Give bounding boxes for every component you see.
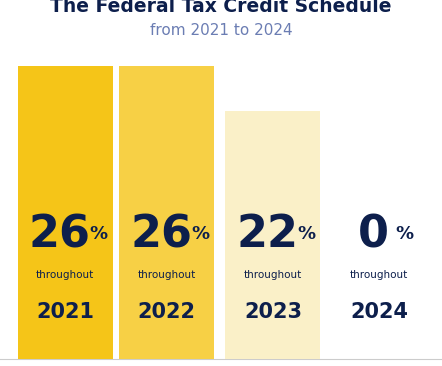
- Text: 2024: 2024: [350, 302, 408, 322]
- Text: %: %: [396, 225, 414, 243]
- Text: throughout: throughout: [244, 270, 302, 280]
- Text: The Federal Tax Credit Schedule: The Federal Tax Credit Schedule: [50, 0, 392, 16]
- Text: throughout: throughout: [36, 270, 94, 280]
- Text: %: %: [297, 225, 316, 243]
- Text: 2021: 2021: [36, 302, 94, 322]
- Text: 0: 0: [358, 213, 389, 256]
- Text: %: %: [89, 225, 108, 243]
- Bar: [18, 66, 113, 359]
- Text: 2022: 2022: [138, 302, 196, 322]
- Text: throughout: throughout: [138, 270, 196, 280]
- Text: 2023: 2023: [244, 302, 302, 322]
- Text: 26: 26: [29, 213, 91, 256]
- Text: throughout: throughout: [350, 270, 408, 280]
- Bar: [119, 66, 214, 359]
- Bar: [225, 111, 320, 359]
- Text: from 2021 to 2024: from 2021 to 2024: [150, 23, 292, 38]
- Text: 26: 26: [130, 213, 193, 256]
- Text: 22: 22: [236, 213, 299, 256]
- Text: %: %: [191, 225, 210, 243]
